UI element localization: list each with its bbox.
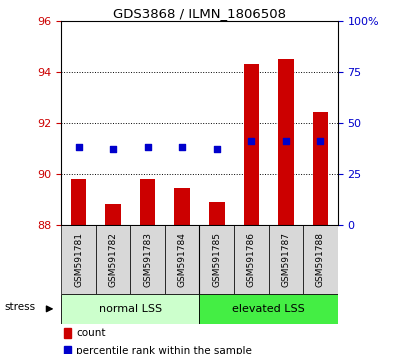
Bar <box>140 179 155 225</box>
FancyBboxPatch shape <box>96 225 130 294</box>
Bar <box>278 59 293 225</box>
Bar <box>209 202 224 225</box>
FancyBboxPatch shape <box>61 294 199 324</box>
Text: GSM591785: GSM591785 <box>212 232 221 287</box>
FancyBboxPatch shape <box>303 225 338 294</box>
Bar <box>64 328 71 338</box>
Text: GSM591783: GSM591783 <box>143 232 152 287</box>
Text: percentile rank within the sample: percentile rank within the sample <box>77 346 252 354</box>
Text: elevated LSS: elevated LSS <box>232 304 305 314</box>
Point <box>75 144 82 150</box>
Point <box>317 138 324 144</box>
Point <box>214 147 220 152</box>
Point <box>145 144 151 150</box>
FancyBboxPatch shape <box>199 294 338 324</box>
Point <box>110 147 116 152</box>
Bar <box>64 346 71 354</box>
Bar <box>105 205 121 225</box>
FancyBboxPatch shape <box>165 225 199 294</box>
Text: GSM591782: GSM591782 <box>109 232 118 287</box>
Bar <box>313 112 328 225</box>
Text: GSM591781: GSM591781 <box>74 232 83 287</box>
Text: GSM591787: GSM591787 <box>281 232 290 287</box>
Bar <box>71 179 86 225</box>
Bar <box>244 64 259 225</box>
Title: GDS3868 / ILMN_1806508: GDS3868 / ILMN_1806508 <box>113 7 286 20</box>
FancyBboxPatch shape <box>130 225 165 294</box>
Text: count: count <box>77 328 106 338</box>
FancyBboxPatch shape <box>199 225 234 294</box>
Text: GSM591784: GSM591784 <box>178 232 187 287</box>
Text: stress: stress <box>5 302 36 312</box>
FancyBboxPatch shape <box>234 225 269 294</box>
Point <box>248 138 254 144</box>
Point <box>283 138 289 144</box>
FancyBboxPatch shape <box>61 225 96 294</box>
FancyBboxPatch shape <box>269 225 303 294</box>
Bar <box>175 188 190 225</box>
Point <box>179 144 185 150</box>
Text: normal LSS: normal LSS <box>99 304 162 314</box>
Text: GSM591786: GSM591786 <box>247 232 256 287</box>
Text: GSM591788: GSM591788 <box>316 232 325 287</box>
